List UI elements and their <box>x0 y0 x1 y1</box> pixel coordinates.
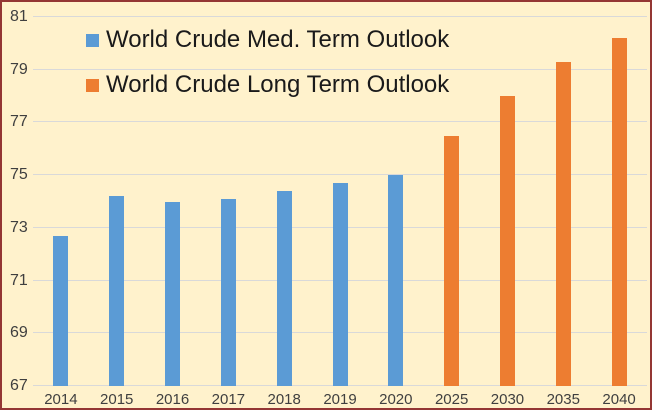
bar-2016-series-0 <box>165 201 181 386</box>
x-tick-label-2014: 2014 <box>44 391 78 408</box>
plot-area <box>33 16 647 386</box>
legend: World Crude Med. Term Outlook World Crude… <box>86 26 449 100</box>
gridline-79 <box>33 68 647 70</box>
y-tick-label-79: 79 <box>10 60 28 78</box>
bar-2014-series-0 <box>53 235 69 386</box>
y-tick-label-67: 67 <box>10 377 28 394</box>
x-tick-label-2030: 2030 <box>490 391 525 408</box>
x-tick-label-2035: 2035 <box>546 391 580 408</box>
x-tick-label-2019: 2019 <box>323 391 357 408</box>
x-tick-label-2016: 2016 <box>155 391 190 408</box>
y-tick-label-69: 69 <box>10 324 28 342</box>
bar-2018-series-0 <box>276 190 292 386</box>
y-axis: 67 69 71 73 75 77 79 81 <box>10 9 34 394</box>
y-tick-label-71: 71 <box>10 271 28 289</box>
bar-2040-series-1 <box>611 38 627 386</box>
legend-label-1: World Crude Long Term Outlook <box>106 70 450 98</box>
legend-item-0: World Crude Med. Term Outlook <box>86 26 449 55</box>
x-axis: 2014 2015 2016 2017 2018 2019 2020 2025 2030 2035… <box>33 391 647 408</box>
y-tick-label-81: 81 <box>10 8 28 25</box>
x-tick-label-2040: 2040 <box>602 391 636 408</box>
bar-2020-series-0 <box>388 175 404 386</box>
gridline-77 <box>33 121 647 123</box>
bar-2017-series-0 <box>220 198 236 386</box>
bar-2025-series-1 <box>444 135 460 386</box>
y-tick-label-73: 73 <box>10 218 28 236</box>
gridline-75 <box>33 174 647 176</box>
bar-2019-series-0 <box>332 183 348 386</box>
x-tick-label-2020: 2020 <box>379 391 413 408</box>
x-tick-label-2025: 2025 <box>434 391 469 408</box>
y-tick-label-75: 75 <box>10 166 28 184</box>
x-tick-label-2017: 2017 <box>211 391 246 408</box>
legend-item-1: World Crude Long Term Outlook <box>86 71 449 100</box>
blue-legend-swatch <box>86 33 99 47</box>
bar-2035-series-1 <box>555 61 571 386</box>
x-tick-label-2018: 2018 <box>267 391 301 408</box>
bar-2015-series-0 <box>109 196 125 386</box>
y-tick-label-77: 77 <box>10 113 28 131</box>
gridline-81 <box>33 16 647 17</box>
x-tick-label-2015: 2015 <box>100 391 134 408</box>
bar-2030-series-1 <box>499 96 515 386</box>
legend-label-0: World Crude Med. Term Outlook <box>106 26 450 53</box>
orange-legend-swatch <box>86 78 99 92</box>
